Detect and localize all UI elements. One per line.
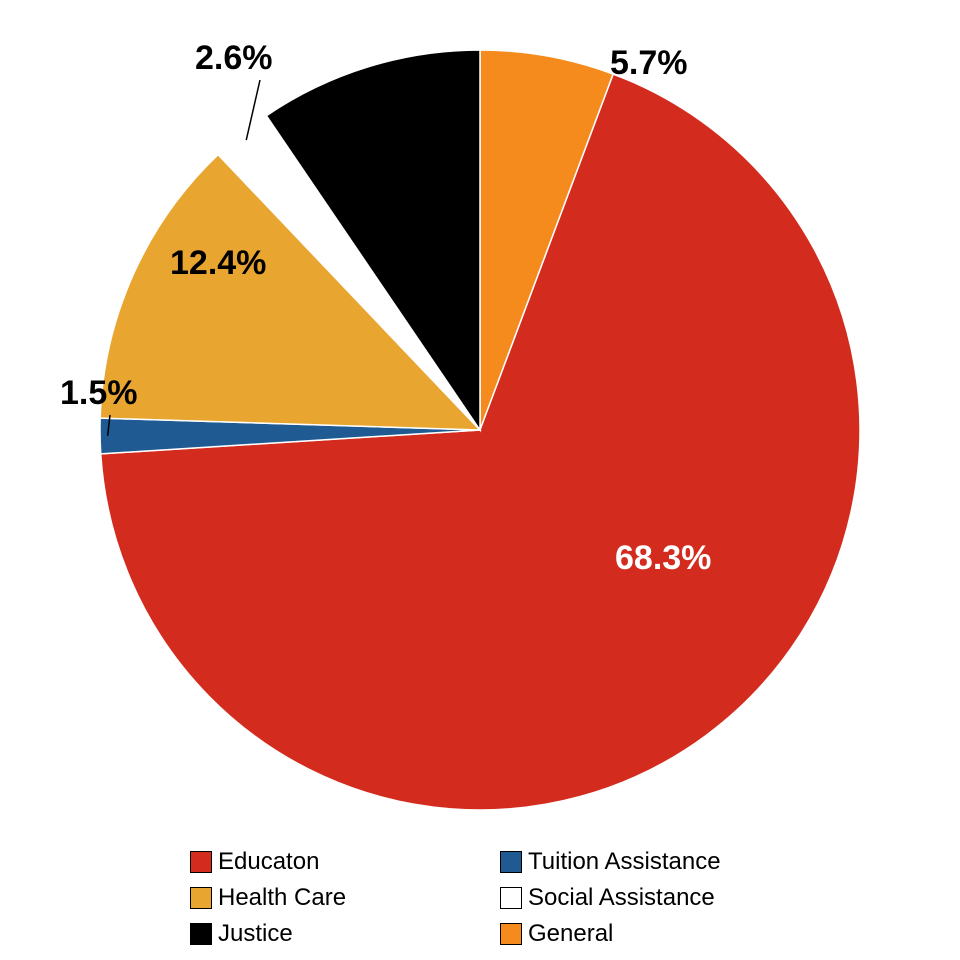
pie-label-healthcare: 12.4% — [170, 244, 266, 282]
legend-item-tuition: Tuition Assistance — [500, 848, 770, 876]
legend-item-social: Social Assistance — [500, 884, 770, 912]
legend-swatch-justice — [190, 923, 212, 945]
legend-label-justice: Justice — [218, 920, 293, 948]
legend-item-education: Educaton — [190, 848, 460, 876]
legend-label-general: General — [528, 920, 613, 948]
legend-label-education: Educaton — [218, 848, 319, 876]
legend-label-tuition: Tuition Assistance — [528, 848, 721, 876]
legend-item-healthcare: Health Care — [190, 884, 460, 912]
legend-swatch-education — [190, 851, 212, 873]
pie-label-education: 68.3% — [615, 539, 711, 577]
pie-chart-container: 5.7% 68.3% 1.5% 12.4% 2.6% 9.5% Educaton Tuiti… — [0, 0, 960, 960]
pie-chart-svg: 5.7% 68.3% 1.5% 12.4% 2.6% 9.5% — [0, 0, 960, 960]
legend: Educaton Tuition Assistance Health Care Soc… — [190, 848, 770, 948]
legend-item-general: General — [500, 920, 770, 948]
legend-swatch-tuition — [500, 851, 522, 873]
legend-swatch-social — [500, 887, 522, 909]
pie-label-social: 2.6% — [195, 39, 273, 77]
pie-label-general: 5.7% — [610, 44, 688, 82]
legend-label-healthcare: Health Care — [218, 884, 346, 912]
pie-label-tuition: 1.5% — [60, 374, 138, 412]
legend-swatch-healthcare — [190, 887, 212, 909]
legend-swatch-general — [500, 923, 522, 945]
legend-item-justice: Justice — [190, 920, 460, 948]
legend-label-social: Social Assistance — [528, 884, 715, 912]
pie-label-justice: 9.5% — [370, 79, 448, 117]
